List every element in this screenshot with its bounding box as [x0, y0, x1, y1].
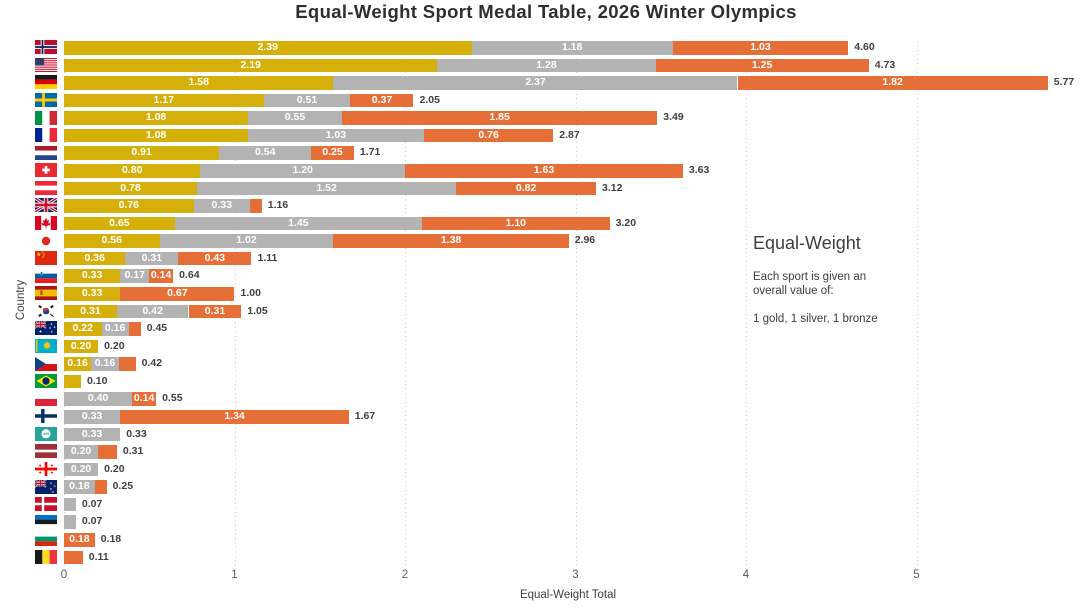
- svg-text:AIN: AIN: [43, 432, 49, 436]
